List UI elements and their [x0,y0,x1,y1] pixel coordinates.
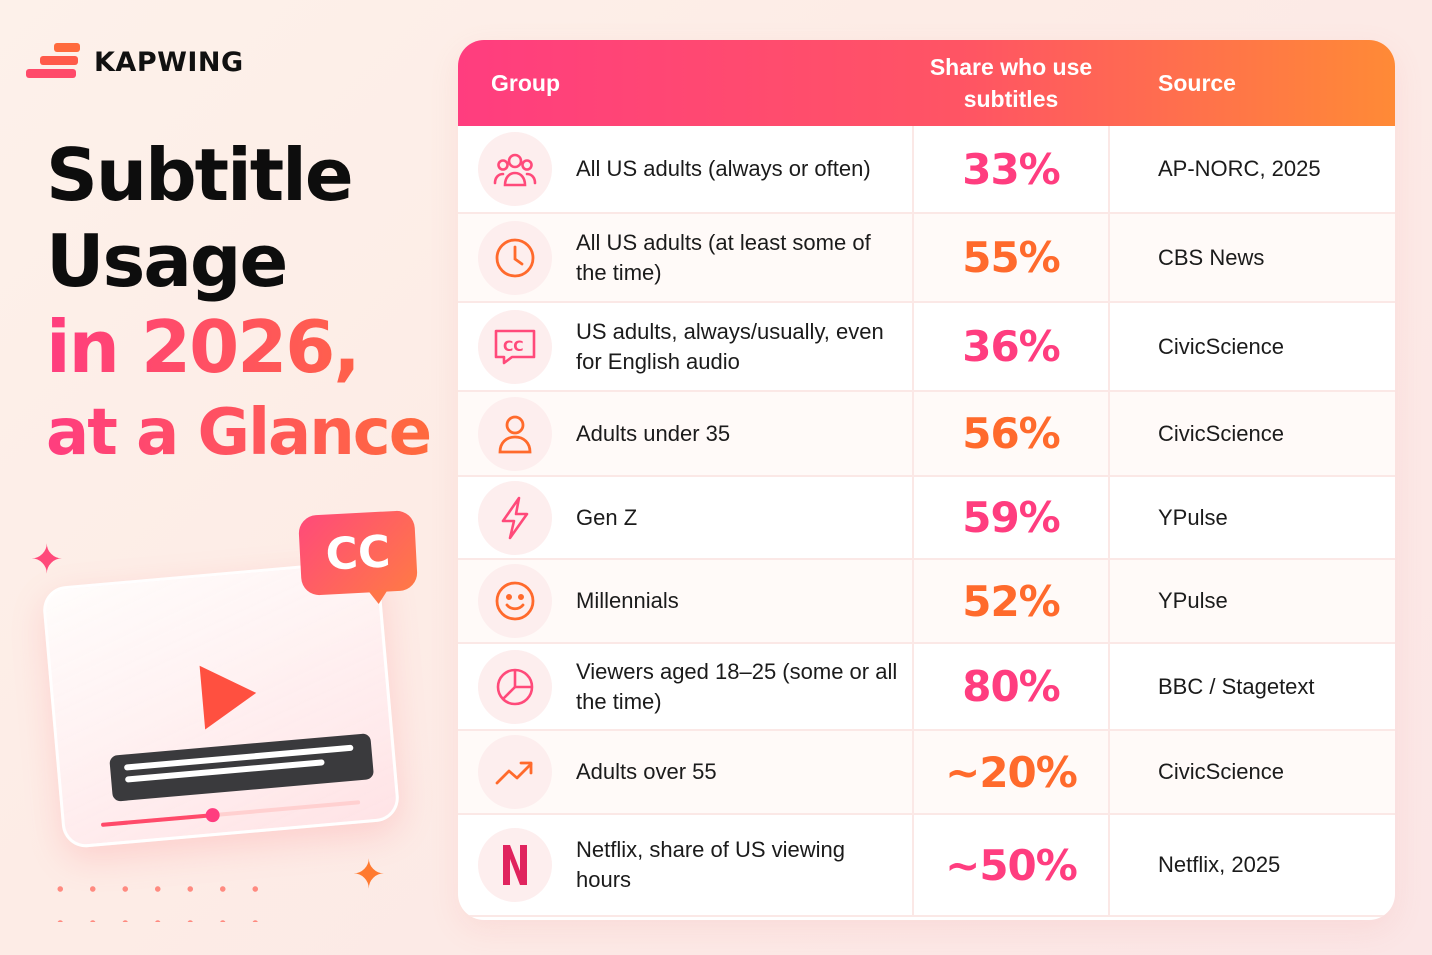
decorative-dots [44,872,274,922]
smiley-icon [478,564,552,638]
group-label: Adults over 55 [576,759,717,784]
table-row: Millennials 52% YPulse [458,560,1395,644]
column-header-source: Source [1158,69,1236,96]
title-line-4: at a Glance [46,390,432,476]
table-row: Adults over 55 ~20% CivicScience [458,731,1395,815]
column-header-share: Share who use subtitles [929,54,1093,112]
table-row: Viewers aged 18–25 (some or all the time… [458,644,1395,731]
share-value: 56% [912,392,1110,475]
source-label: YPulse [1158,588,1228,613]
video-card [41,558,401,850]
group-label: Viewers aged 18–25 (some or all the time… [576,658,898,714]
table-row: CC US adults, always/usually, even for En… [458,303,1395,392]
brand-name: KAPWING [94,46,244,78]
share-value: 36% [912,303,1110,390]
sparkle-icon: ✦ [30,538,64,582]
playback-progress-fill [100,813,213,827]
group-label: All US adults (always or often) [576,156,871,181]
title-line-1: Subtitle [46,133,354,217]
source-label: Netflix, 2025 [1158,852,1281,877]
share-value: ~20% [912,731,1110,813]
svg-text:CC: CC [503,339,524,355]
pie-chart-icon [478,649,552,724]
column-header-group: Group [491,69,560,96]
people-icon [478,132,552,206]
group-label: Gen Z [576,504,638,530]
row-icon-cell [478,214,552,301]
table-row: Adults under 35 56% CivicScience [458,392,1395,477]
share-value: 33% [912,126,1110,212]
source-label: CivicScience [1158,420,1284,446]
video-illustration: CC [30,505,430,850]
table-row: Netflix, share of US viewing hours ~50% Ne… [458,815,1395,917]
cc-icon: CC [478,309,552,384]
source-label: YPulse [1158,504,1228,530]
clock-icon [478,220,552,295]
title-line-2: Usage [46,219,288,303]
row-icon-cell [478,392,552,475]
group-label: All US adults (at least some of the time… [576,229,871,285]
group-label: US adults, always/usually, even for Engl… [576,318,884,374]
subtitle-bar [109,733,375,802]
share-value: 80% [912,644,1110,729]
netflix-icon [478,828,552,902]
share-value: 59% [912,477,1110,558]
cc-badge: CC [297,510,419,596]
sparkle-icon: ✦ [352,853,386,897]
share-value: ~50% [912,815,1110,915]
group-label: Netflix, share of US viewing hours [576,837,845,892]
play-icon [199,661,259,730]
page-title: Subtitle Usage in 2026, at a Glance [46,132,432,476]
table-header: Group Share who use subtitles Source [458,40,1395,126]
playback-knob [204,807,221,823]
group-label: Adults under 35 [576,420,731,446]
kapwing-logo-icon [26,42,82,82]
brand: KAPWING [26,42,244,82]
source-label: CivicScience [1158,759,1284,784]
playback-progress-bar [100,800,361,827]
person-icon [478,396,552,471]
source-label: AP-NORC, 2025 [1158,156,1321,181]
row-icon-cell [478,731,552,813]
share-value: 55% [912,214,1110,301]
row-icon-cell [478,815,552,915]
group-label: Millennials [576,588,679,613]
row-icon-cell [478,560,552,642]
lightning-icon [478,480,552,555]
source-label: CivicScience [1158,333,1284,359]
row-icon-cell [478,126,552,212]
source-label: BBC / Stagetext [1158,673,1315,699]
table-row: Gen Z 59% YPulse [458,477,1395,560]
trend-up-icon [478,735,552,809]
title-line-3: in 2026, [46,304,430,390]
row-icon-cell [478,477,552,558]
table-row: All US adults (always or often) 33% AP-NOR… [458,126,1395,214]
source-label: CBS News [1158,244,1265,270]
row-icon-cell: CC [478,303,552,390]
share-value: 52% [912,560,1110,642]
table-row: All US adults (at least some of the time… [458,214,1395,303]
subtitle-usage-table: Group Share who use subtitles Source All… [458,40,1395,920]
row-icon-cell [478,644,552,729]
